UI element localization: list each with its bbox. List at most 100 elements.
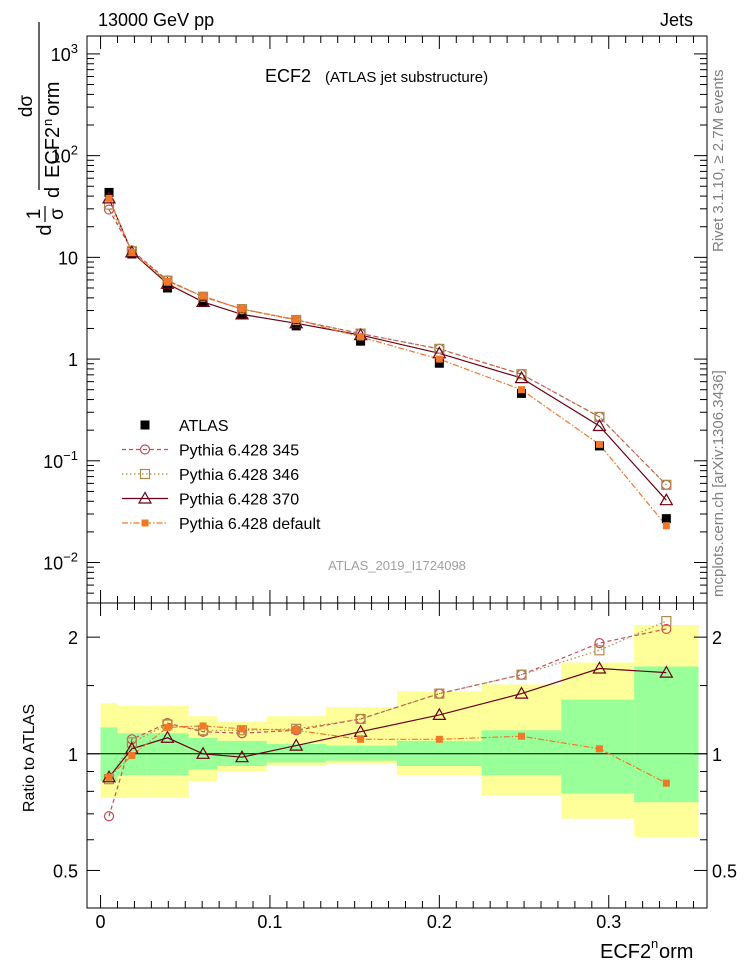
- ratio-point-p345: [594, 638, 605, 649]
- main-y-tick-label: 10: [58, 248, 78, 268]
- main-point-atlas: [237, 309, 247, 319]
- ratio-point-p346: [594, 645, 605, 656]
- ratio-band-inner: [634, 666, 699, 803]
- main-plot-panel: 10−2 10−1 1 10 102 103 ECF2 (ATLAS jet substr…: [43, 35, 708, 604]
- main-point-atlas: [517, 388, 527, 398]
- ratio-point-pdefault: [292, 726, 300, 734]
- ratio-point-p346: [661, 616, 672, 627]
- header-process-label: Jets: [660, 10, 693, 30]
- main-point-p346: [661, 479, 672, 490]
- main-point-atlas: [356, 336, 366, 346]
- ratio-line-p345: [108, 628, 667, 817]
- svg-text:d: d: [42, 187, 64, 198]
- legend-label-p370: Pythia 6.428 370: [179, 492, 299, 509]
- ratio-line-p370: [108, 667, 667, 778]
- x-tick-label: 0.2: [427, 912, 452, 932]
- main-data-marks: [101, 187, 674, 530]
- main-point-p346: [434, 343, 445, 354]
- ratio-point-pdefault: [595, 745, 603, 753]
- legend-entry-p346: Pythia 6.428 346: [122, 467, 299, 484]
- ratio-point-p370: [160, 730, 175, 743]
- main-point-pdefault: [662, 522, 670, 530]
- ratio-point-pdefault: [238, 725, 246, 733]
- ratio-point-p370: [234, 749, 250, 763]
- svg-text:n: n: [40, 119, 55, 126]
- main-point-pdefault: [292, 315, 300, 323]
- main-line-p345: [108, 209, 667, 486]
- main-y-tick-label: 10−2: [43, 550, 78, 574]
- rivet-version-label: Rivet 3.1.10, ≥ 2.7M events: [710, 70, 727, 253]
- ratio-point-pdefault: [128, 751, 136, 759]
- ratio-point-p370: [592, 661, 607, 674]
- ratio-plot-frame: [86, 602, 708, 909]
- svg-text:n: n: [651, 936, 658, 951]
- main-point-p346: [162, 275, 173, 286]
- main-y-axis-label: 1 σ d dσ d ECF2 n orm: [16, 22, 68, 236]
- ratio-band-inner: [266, 743, 326, 763]
- legend-marker-p346: [139, 468, 151, 480]
- ratio-point-p346: [434, 688, 445, 699]
- main-point-pdefault: [238, 305, 246, 313]
- ratio-point-p370: [289, 738, 304, 751]
- main-axis-ticks: 10−2 10−1 1 10 102 103: [43, 36, 707, 603]
- legend-label-atlas: ATLAS: [179, 418, 229, 435]
- main-plot-subtitle: (ATLAS jet substructure): [325, 69, 488, 86]
- main-point-p346: [516, 369, 527, 380]
- main-y-tick-label: 1: [68, 350, 78, 370]
- main-y-tick-label: 103: [51, 41, 78, 65]
- svg-text:d: d: [34, 224, 56, 235]
- legend-entry-atlas: ATLAS: [140, 418, 229, 435]
- ratio-point-p346: [126, 737, 137, 748]
- x-tick-label: 0.3: [596, 912, 621, 932]
- legend-label-p345: Pythia 6.428 345: [179, 443, 299, 460]
- ratio-plot-panel: 0.5 0.5 1 1 2 2 0 0.1 0.2 0.3: [53, 602, 737, 932]
- ratio-point-pdefault: [163, 723, 171, 731]
- ratio-y-axis-label: Ratio to ATLAS: [21, 704, 38, 812]
- ratio-y-tick-label-right: 2: [712, 628, 722, 648]
- ratio-point-pdefault: [357, 735, 365, 743]
- main-point-pdefault: [357, 333, 365, 341]
- main-y-tick-label: 10−1: [43, 448, 78, 472]
- main-point-p346: [594, 411, 605, 423]
- legend-marker-p370: [137, 491, 153, 504]
- ratio-point-p346: [355, 713, 366, 725]
- svg-text:1: 1: [24, 209, 45, 220]
- main-point-p346: [291, 314, 302, 326]
- ratio-y-tick-label: 1: [68, 745, 78, 765]
- main-point-p370: [592, 418, 607, 432]
- ratio-point-p346: [516, 669, 527, 680]
- main-point-p346: [236, 303, 248, 315]
- main-point-pdefault: [199, 292, 207, 300]
- svg-text:dσ: dσ: [16, 95, 37, 118]
- legend-entry-p370: Pythia 6.428 370: [122, 491, 299, 509]
- main-point-p370: [659, 492, 674, 506]
- main-point-atlas: [291, 321, 301, 331]
- legend-entry-p345: Pythia 6.428 345: [122, 443, 299, 460]
- main-point-pdefault: [435, 355, 443, 363]
- mcplots-label: mcplots.cern.ch [arXiv:1306.3436]: [710, 370, 727, 597]
- ratio-data-marks: [101, 616, 674, 822]
- ratio-band-inner: [325, 745, 397, 761]
- ratio-y-tick-label: 0.5: [53, 861, 78, 881]
- svg-text:σ: σ: [47, 208, 68, 220]
- ratio-point-p370: [196, 746, 211, 759]
- main-point-atlas: [661, 514, 671, 524]
- main-point-p370: [234, 307, 250, 320]
- svg-text:ECF2: ECF2: [42, 127, 64, 178]
- ratio-point-p345: [661, 623, 672, 635]
- main-point-pdefault: [163, 277, 171, 285]
- main-point-p346: [197, 291, 209, 302]
- main-point-pdefault: [105, 194, 113, 202]
- legend-marker-p345: [139, 444, 151, 455]
- ratio-point-pdefault: [199, 722, 207, 730]
- legend: ATLAS Pythia 6.428 345 Pythia 6.428 346 Pyt…: [122, 418, 321, 533]
- ratio-axis-ticks: 0.5 0.5 1 1 2 2 0 0.1 0.2 0.3: [53, 603, 737, 932]
- svg-text:orm: orm: [659, 941, 693, 963]
- ratio-point-p370: [432, 707, 447, 721]
- main-point-pdefault: [128, 248, 136, 256]
- main-point-p370: [196, 294, 211, 307]
- x-tick-label: 0: [96, 912, 106, 932]
- ratio-point-p370: [514, 686, 529, 699]
- ratio-point-p370: [659, 665, 674, 678]
